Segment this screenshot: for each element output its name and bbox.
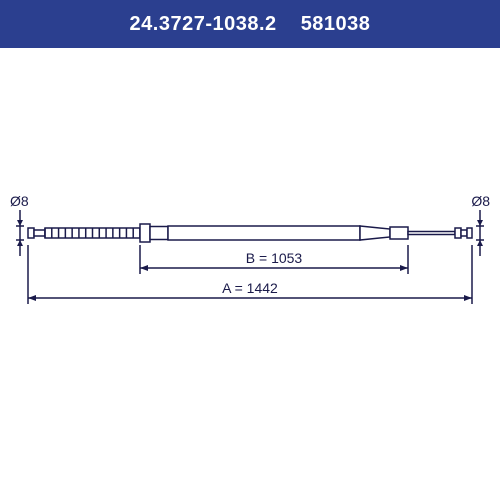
svg-text:Ø8: Ø8 <box>10 193 29 209</box>
svg-text:Ø8: Ø8 <box>471 193 490 209</box>
cable-diagram: Ø8 Ø8 B = 1053 A = 1442 <box>0 48 500 500</box>
page-container: 24.3727-1038.2 581038 Ø8 Ø8 B = 1053 A = 14… <box>0 0 500 500</box>
svg-text:B = 1053: B = 1053 <box>246 250 303 266</box>
svg-text:A = 1442: A = 1442 <box>222 280 278 296</box>
alt-number: 581038 <box>301 13 371 36</box>
part-number: 24.3727-1038.2 <box>130 13 277 36</box>
drawing-area: Ø8 Ø8 B = 1053 A = 1442 <box>0 48 500 500</box>
header-bar: 24.3727-1038.2 581038 <box>0 0 500 48</box>
